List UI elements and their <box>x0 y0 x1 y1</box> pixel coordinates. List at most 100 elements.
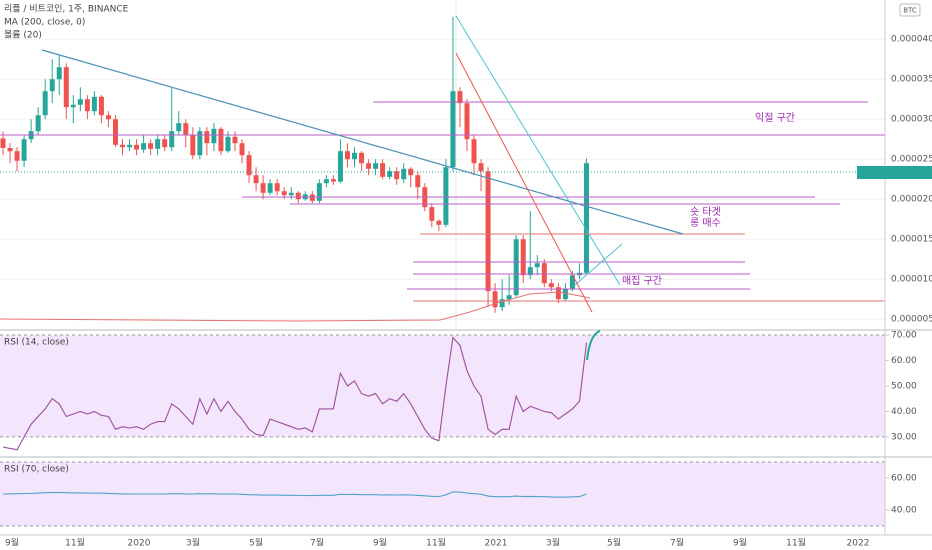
candle-body <box>471 139 477 164</box>
candle-body <box>548 283 554 288</box>
candle-body <box>176 123 182 132</box>
candle-body <box>344 151 350 160</box>
trend-line <box>455 52 593 313</box>
currency-box <box>899 3 921 17</box>
candle-body <box>49 79 55 92</box>
candle-body <box>260 183 266 193</box>
currency: BTC <box>903 7 917 15</box>
rsi-band <box>0 335 885 437</box>
candle-body <box>401 168 407 180</box>
candle-body <box>478 163 484 172</box>
candle-body <box>527 267 533 276</box>
candle-body <box>359 152 365 164</box>
candle-body <box>337 151 343 182</box>
x-tick-label: 9월 <box>373 537 387 549</box>
annotation: 매집 구간 <box>622 275 662 287</box>
candle-body <box>485 171 491 292</box>
rsi-line <box>2 491 587 498</box>
y-tick-label: 0.00002500 <box>891 155 932 165</box>
y-tick-label: 30.00 <box>891 432 917 442</box>
candle-body <box>373 163 379 169</box>
candle-body <box>169 131 175 148</box>
indicator-label: RSI (14, close) <box>4 338 69 348</box>
annotation: 롱 매수 <box>690 217 721 229</box>
y-tick-label: 40.00 <box>891 506 917 516</box>
x-tick-label: 2021 <box>485 539 508 549</box>
candle-body <box>155 139 161 149</box>
candle-body <box>323 179 329 184</box>
y-tick-label: 60.00 <box>891 474 917 484</box>
candle-body <box>42 91 48 116</box>
candle-body <box>211 128 217 144</box>
candle-body <box>98 96 104 116</box>
x-tick-label: 2020 <box>128 539 151 549</box>
candle-body <box>534 263 540 268</box>
candle-body <box>105 115 111 120</box>
candle-body <box>464 103 470 140</box>
candle-body <box>520 239 526 276</box>
y-tick-label: 70.00 <box>891 331 917 341</box>
candle-body <box>267 183 273 193</box>
candle-body <box>366 163 372 169</box>
candle-body <box>239 143 245 156</box>
candle-body <box>183 123 189 136</box>
rsi-live <box>586 330 601 361</box>
indicator-label: RSI (70, close) <box>4 465 69 475</box>
candle-body <box>7 148 13 152</box>
x-tick-label: 3월 <box>186 537 200 549</box>
candle-body <box>21 139 27 161</box>
candle-body <box>457 91 463 104</box>
candle-body <box>246 155 252 176</box>
x-tick-label: 5월 <box>249 537 263 549</box>
candle-body <box>91 96 97 112</box>
candle-body <box>513 239 519 296</box>
candle-body <box>0 138 6 148</box>
candle-body <box>218 128 224 152</box>
candle-body <box>288 192 294 196</box>
candle-body <box>450 91 456 168</box>
price-label <box>857 166 932 179</box>
candle-body <box>309 194 315 201</box>
candle-body <box>352 152 357 160</box>
candle-body <box>415 175 421 188</box>
candle-body <box>555 287 561 300</box>
candle-body <box>63 67 69 108</box>
candle-body <box>120 144 126 148</box>
candle-body <box>569 275 575 289</box>
candle-body <box>330 179 336 182</box>
candle-body <box>148 143 154 149</box>
x-tick-label: 3월 <box>546 537 560 549</box>
candle-body <box>583 163 589 273</box>
candle-body <box>541 263 547 284</box>
candle-body <box>394 171 400 180</box>
x-tick-label: 11월 <box>426 537 446 549</box>
ma-line <box>0 291 591 322</box>
x-tick-label: 7월 <box>310 537 324 549</box>
x-tick-label: 2022 <box>847 539 870 549</box>
indicator-label: 볼륨 (20) <box>4 30 42 41</box>
candle-body <box>429 207 435 221</box>
y-tick-label: 0.00003500 <box>891 75 932 85</box>
trend-line <box>455 15 621 286</box>
candle-body <box>141 143 147 150</box>
annotation: 익절 구간 <box>755 111 795 124</box>
candle-body <box>232 136 238 144</box>
x-tick-label: 9월 <box>733 537 747 549</box>
candle-body <box>408 168 414 176</box>
candle-body <box>162 139 168 148</box>
x-tick-label: 7월 <box>670 537 684 549</box>
candle-body <box>35 115 41 132</box>
candle-body <box>492 291 498 308</box>
candle-body <box>70 104 76 108</box>
rsi-line <box>2 336 588 451</box>
candle-body <box>84 99 90 112</box>
candle-body <box>380 163 386 177</box>
candle-body <box>387 171 393 177</box>
x-tick-label: 11월 <box>65 537 85 549</box>
candle-body <box>443 167 449 225</box>
candle-body <box>499 299 505 308</box>
y-tick-label: 0.00002000 <box>891 195 932 205</box>
candle-body <box>197 131 203 156</box>
